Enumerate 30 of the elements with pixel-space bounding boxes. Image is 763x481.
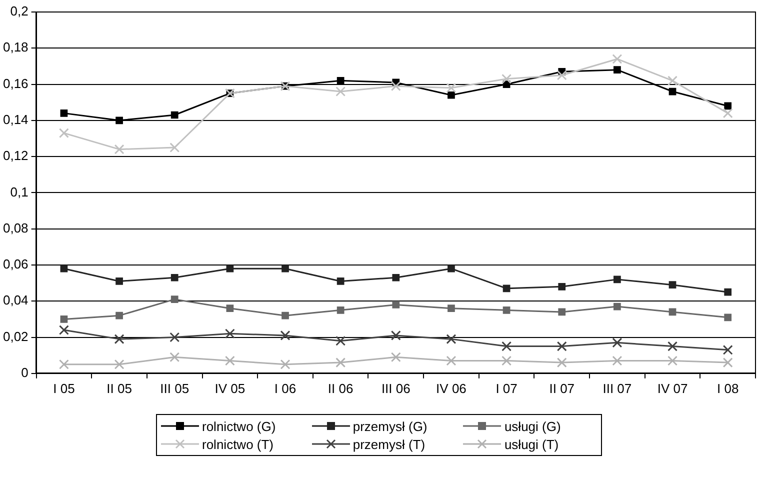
- y-tick-label: 0,1: [10, 184, 28, 200]
- x-tick-label: IV 06: [436, 380, 466, 396]
- legend-label: usługi (T): [504, 436, 559, 452]
- x-tick-label: I 07: [496, 380, 518, 396]
- x-tick-label: II 07: [549, 380, 575, 396]
- y-tick-label: 0,04: [2, 292, 28, 308]
- x-tick-label: III 05: [160, 380, 190, 396]
- x-tick-label: I 05: [53, 380, 75, 396]
- legend-label: rolnictwo (G): [202, 418, 276, 434]
- y-tick-label: 0,12: [2, 148, 28, 164]
- y-tick-label: 0,14: [2, 112, 28, 127]
- x-tick-label: III 07: [602, 380, 632, 396]
- y-tick-label: 0: [21, 364, 28, 380]
- y-tick-label: 0,16: [2, 76, 28, 91]
- y-tick-label: 0,18: [2, 40, 28, 55]
- legend-label: usługi (G): [504, 418, 561, 434]
- x-tick-label: IV 07: [657, 380, 688, 396]
- y-tick-label: 0,08: [2, 220, 28, 236]
- legend-label: rolnictwo (T): [202, 436, 274, 452]
- y-tick-label: 0,2: [10, 4, 28, 19]
- x-tick-label: I 06: [274, 380, 296, 396]
- legend-label: przemysł (G): [352, 418, 428, 434]
- y-tick-label: 0,06: [2, 256, 28, 272]
- x-tick-label: III 06: [381, 380, 410, 396]
- x-tick-label: IV 05: [214, 380, 246, 396]
- x-tick-label: I 08: [716, 380, 739, 396]
- x-tick-label: II 05: [106, 380, 132, 396]
- legend-label: przemysł (T): [352, 436, 426, 452]
- y-tick-label: 0,02: [2, 328, 28, 344]
- x-tick-label: II 06: [328, 380, 354, 396]
